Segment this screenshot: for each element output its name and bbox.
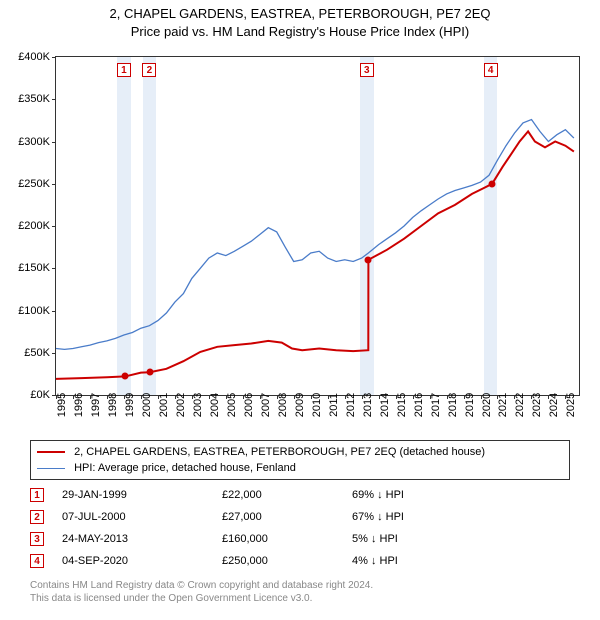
x-axis-label: 2004 bbox=[209, 393, 221, 417]
x-axis-label: 2014 bbox=[379, 393, 391, 417]
sales-row-price: £27,000 bbox=[222, 506, 352, 528]
x-axis-label: 2006 bbox=[243, 393, 255, 417]
x-axis-label: 1997 bbox=[90, 393, 102, 417]
y-axis-label: £0K bbox=[30, 389, 50, 401]
sale-point-dot bbox=[122, 373, 129, 380]
y-tick bbox=[52, 57, 56, 58]
legend-swatch-property bbox=[37, 451, 65, 453]
sale-marker-1: 1 bbox=[117, 63, 131, 77]
chart-title-address: 2, CHAPEL GARDENS, EASTREA, PETERBOROUGH… bbox=[0, 6, 600, 21]
sales-row-price: £250,000 bbox=[222, 550, 352, 572]
sales-row-marker: 3 bbox=[30, 532, 44, 546]
sales-row-price: £160,000 bbox=[222, 528, 352, 550]
y-tick bbox=[52, 353, 56, 354]
sales-row-marker: 2 bbox=[30, 510, 44, 524]
sale-marker-3: 3 bbox=[360, 63, 374, 77]
y-tick bbox=[52, 268, 56, 269]
y-tick bbox=[52, 184, 56, 185]
x-axis-label: 2012 bbox=[345, 393, 357, 417]
sales-row-price: £22,000 bbox=[222, 484, 352, 506]
sales-table: 1 29-JAN-1999£22,00069% ↓ HPI 2 07-JUL-2000… bbox=[30, 484, 570, 572]
y-axis-label: £350K bbox=[18, 93, 50, 105]
legend: 2, CHAPEL GARDENS, EASTREA, PETERBOROUGH… bbox=[30, 440, 570, 480]
x-axis-label: 2018 bbox=[447, 393, 459, 417]
x-axis-label: 2003 bbox=[192, 393, 204, 417]
sale-point-dot bbox=[365, 256, 372, 263]
x-axis-label: 2025 bbox=[565, 393, 577, 417]
y-axis-label: £100K bbox=[18, 305, 50, 317]
x-axis-label: 2002 bbox=[175, 393, 187, 417]
sale-point-dot bbox=[489, 180, 496, 187]
x-axis-label: 2001 bbox=[158, 393, 170, 417]
footer-line-2: This data is licensed under the Open Gov… bbox=[30, 593, 373, 606]
sales-row-date: 04-SEP-2020 bbox=[62, 550, 222, 572]
sales-row-hpi-diff: 67% ↓ HPI bbox=[352, 506, 502, 528]
x-axis-label: 2000 bbox=[141, 393, 153, 417]
x-axis-label: 2015 bbox=[396, 393, 408, 417]
y-axis-label: £150K bbox=[18, 262, 50, 274]
x-axis-label: 2008 bbox=[277, 393, 289, 417]
x-axis-label: 2005 bbox=[226, 393, 238, 417]
x-axis-label: 1998 bbox=[107, 393, 119, 417]
sales-row-hpi-diff: 5% ↓ HPI bbox=[352, 528, 502, 550]
sale-point-dot bbox=[146, 369, 153, 376]
x-axis-label: 2020 bbox=[481, 393, 493, 417]
chart-titles: 2, CHAPEL GARDENS, EASTREA, PETERBOROUGH… bbox=[0, 0, 600, 39]
x-axis-label: 2021 bbox=[497, 393, 509, 417]
sales-row: 4 04-SEP-2020£250,0004% ↓ HPI bbox=[30, 550, 570, 572]
x-axis-label: 2016 bbox=[413, 393, 425, 417]
sales-row: 1 29-JAN-1999£22,00069% ↓ HPI bbox=[30, 484, 570, 506]
sales-row: 3 24-MAY-2013£160,0005% ↓ HPI bbox=[30, 528, 570, 550]
legend-swatch-hpi bbox=[37, 468, 65, 469]
y-tick bbox=[52, 226, 56, 227]
x-axis-label: 1999 bbox=[124, 393, 136, 417]
x-axis-label: 2019 bbox=[464, 393, 476, 417]
chart-title-subtitle: Price paid vs. HM Land Registry's House … bbox=[0, 24, 600, 39]
x-axis-label: 2009 bbox=[294, 393, 306, 417]
x-axis-label: 2010 bbox=[311, 393, 323, 417]
sales-row-marker: 1 bbox=[30, 488, 44, 502]
chart-lines-svg bbox=[56, 57, 579, 395]
sales-row-date: 24-MAY-2013 bbox=[62, 528, 222, 550]
series-line-hpi bbox=[56, 120, 574, 350]
y-tick bbox=[52, 311, 56, 312]
x-axis-label: 2007 bbox=[260, 393, 272, 417]
x-axis-label: 1996 bbox=[73, 393, 85, 417]
y-axis-label: £200K bbox=[18, 220, 50, 232]
legend-item-property: 2, CHAPEL GARDENS, EASTREA, PETERBOROUGH… bbox=[37, 444, 563, 460]
sales-row-date: 07-JUL-2000 bbox=[62, 506, 222, 528]
legend-label-hpi: HPI: Average price, detached house, Fenl… bbox=[74, 462, 296, 474]
x-axis-label: 2011 bbox=[328, 393, 340, 417]
x-axis-label: 2017 bbox=[430, 393, 442, 417]
footer-line-1: Contains HM Land Registry data © Crown c… bbox=[30, 580, 373, 593]
sale-marker-4: 4 bbox=[484, 63, 498, 77]
x-axis-label: 1995 bbox=[56, 393, 68, 417]
price-chart: £0K£50K£100K£150K£200K£250K£300K£350K£40… bbox=[55, 56, 580, 396]
x-axis-label: 2023 bbox=[531, 393, 543, 417]
legend-item-hpi: HPI: Average price, detached house, Fenl… bbox=[37, 460, 563, 476]
sale-marker-2: 2 bbox=[142, 63, 156, 77]
x-axis-label: 2024 bbox=[548, 393, 560, 417]
y-axis-label: £250K bbox=[18, 178, 50, 190]
legend-label-property: 2, CHAPEL GARDENS, EASTREA, PETERBOROUGH… bbox=[74, 446, 485, 458]
sales-row: 2 07-JUL-2000£27,00067% ↓ HPI bbox=[30, 506, 570, 528]
y-tick bbox=[52, 99, 56, 100]
x-axis-label: 2013 bbox=[362, 393, 374, 417]
y-axis-label: £300K bbox=[18, 136, 50, 148]
sales-row-marker: 4 bbox=[30, 554, 44, 568]
sales-row-hpi-diff: 4% ↓ HPI bbox=[352, 550, 502, 572]
y-axis-label: £400K bbox=[18, 51, 50, 63]
series-line-property bbox=[56, 131, 574, 379]
sales-row-hpi-diff: 69% ↓ HPI bbox=[352, 484, 502, 506]
y-tick bbox=[52, 142, 56, 143]
y-axis-label: £50K bbox=[24, 347, 50, 359]
attribution-footer: Contains HM Land Registry data © Crown c… bbox=[30, 580, 373, 605]
sales-row-date: 29-JAN-1999 bbox=[62, 484, 222, 506]
x-axis-label: 2022 bbox=[514, 393, 526, 417]
